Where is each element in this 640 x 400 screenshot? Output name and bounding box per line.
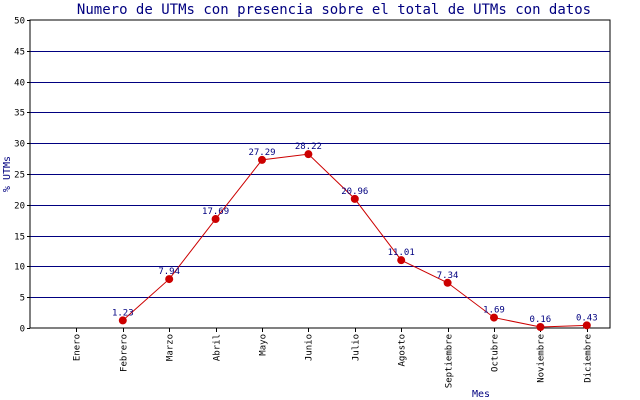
- data-series: 1.23 7.94 17.69 27.29 28.22 20.96 11.01 7.34 1.6…: [112, 142, 598, 332]
- y-tick-label: 20: [14, 202, 25, 212]
- data-point: [443, 278, 452, 287]
- data-point: [211, 215, 220, 224]
- x-tick-label: Junio: [305, 334, 315, 361]
- data-point: [536, 323, 545, 332]
- data-label: 1.23: [112, 308, 134, 318]
- x-tick-label: Mayo: [259, 334, 269, 356]
- data-label: 7.94: [158, 267, 180, 277]
- x-tick-label: Febrero: [120, 334, 130, 372]
- x-axis-ticks: Enero Febrero Marzo Abril Mayo Junio Julio Agos…: [73, 328, 594, 388]
- x-axis-label: Mes: [472, 389, 490, 400]
- data-label: 1.69: [483, 306, 505, 316]
- data-point: [490, 313, 498, 322]
- data-point: [165, 275, 174, 284]
- data-point: [582, 321, 591, 330]
- x-tick-label: Marzo: [166, 334, 176, 361]
- y-axis-label: % UTMs: [2, 156, 13, 192]
- y-tick-label: 10: [14, 263, 25, 273]
- x-tick-label: Agosto: [398, 334, 408, 367]
- y-tick-label: 45: [14, 48, 25, 58]
- y-tick-label: 15: [14, 233, 25, 243]
- y-tick-label: 40: [14, 79, 25, 89]
- y-tick-label: 5: [20, 294, 25, 304]
- data-label: 17.69: [202, 207, 229, 217]
- y-tick-label: 0: [20, 325, 25, 335]
- plot-frame: [29, 19, 611, 329]
- data-label: 27.29: [248, 148, 275, 158]
- data-point: [350, 194, 359, 203]
- chart-title: Numero de UTMs con presencia sobre el to…: [77, 2, 591, 18]
- x-tick-label: Septiembre: [445, 334, 455, 388]
- data-label: 11.01: [388, 248, 415, 258]
- y-tick-label: 35: [14, 109, 25, 119]
- x-tick-label: Octubre: [491, 334, 501, 372]
- y-tick-label: 50: [14, 17, 25, 27]
- y-tick-label: 25: [14, 171, 25, 181]
- grid-lines: [30, 51, 610, 298]
- y-axis-ticks: 0 5 10 15 20 25 30 35 40 45 50: [14, 17, 30, 335]
- x-tick-label: Julio: [352, 334, 362, 361]
- data-point: [258, 155, 266, 164]
- data-label: 28.22: [295, 142, 322, 152]
- data-label: 0.43: [576, 313, 598, 323]
- y-tick-label: 30: [14, 140, 25, 150]
- data-label: 7.34: [437, 271, 459, 281]
- data-label: 20.96: [341, 187, 368, 197]
- x-tick-label: Noviembre: [537, 334, 547, 383]
- x-tick-label: Diciembre: [584, 334, 594, 383]
- data-point: [304, 150, 313, 159]
- data-label: 0.16: [530, 315, 552, 325]
- data-point: [118, 316, 127, 325]
- x-tick-label: Enero: [73, 334, 83, 361]
- x-tick-label: Abril: [213, 334, 223, 361]
- data-point: [397, 256, 406, 265]
